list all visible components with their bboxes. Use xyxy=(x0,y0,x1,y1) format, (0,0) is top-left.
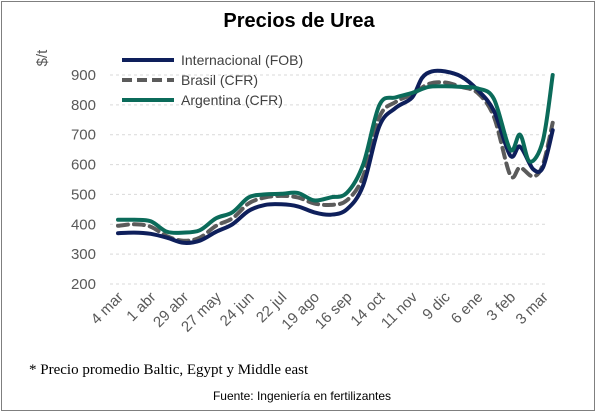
y-tick-label: 700 xyxy=(71,127,96,144)
x-tick-label: 9 dic xyxy=(419,288,454,323)
x-tick-label: 4 mar xyxy=(88,289,127,328)
y-tick-label: 300 xyxy=(71,246,96,263)
legend: Internacional (FOB) Brasil (CFR) Argenti… xyxy=(122,52,303,108)
series-lines xyxy=(116,68,555,245)
x-tick-label: 16 sep xyxy=(312,289,356,333)
series-line-brasil xyxy=(116,80,555,243)
x-tick-label: 6 ene xyxy=(448,289,487,328)
y-axis-ticks: 200 300 400 500 600 700 800 900 xyxy=(71,67,96,293)
y-tick-label: 900 xyxy=(71,67,96,84)
series-line-argentina xyxy=(116,73,555,235)
y-tick-label: 500 xyxy=(71,186,96,203)
series-line-internacional xyxy=(116,68,555,245)
x-tick-label: 3 feb xyxy=(483,289,519,325)
legend-label-internacional: Internacional (FOB) xyxy=(181,52,303,68)
x-tick-label: 19 ago xyxy=(278,289,322,333)
footnote: * Precio promedio Baltic, Egypt y Middle… xyxy=(29,362,309,378)
source-note: Fuente: Ingeniería en fertilizantes xyxy=(213,389,391,403)
y-tick-label: 400 xyxy=(71,216,96,233)
x-tick-label: 3 mar xyxy=(513,289,552,328)
y-tick-label: 600 xyxy=(71,157,96,174)
legend-label-argentina: Argentina (CFR) xyxy=(181,92,283,108)
legend-label-brasil: Brasil (CFR) xyxy=(181,72,258,88)
y-tick-label: 200 xyxy=(71,276,96,293)
chart-title: Precios de Urea xyxy=(223,10,375,32)
x-tick-label: 24 jun xyxy=(217,289,258,330)
y-axis-label: $/t xyxy=(34,49,51,67)
x-tick-label: 11 nov xyxy=(378,288,421,331)
gridlines xyxy=(110,74,548,285)
y-tick-label: 800 xyxy=(71,97,96,114)
